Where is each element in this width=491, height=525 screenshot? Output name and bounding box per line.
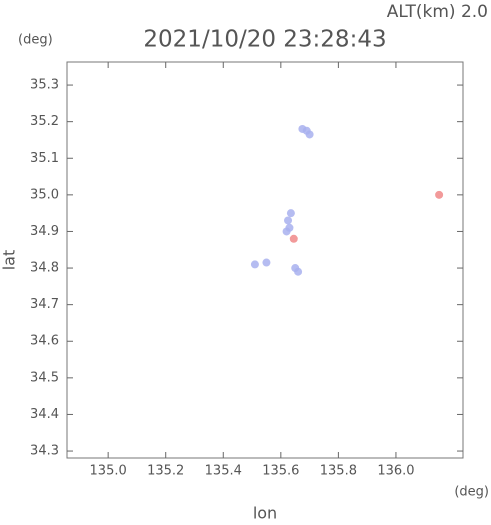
y-tick-label: 34.8 bbox=[30, 261, 59, 276]
y-tick-label: 35.1 bbox=[30, 151, 59, 166]
y-tick-label: 34.5 bbox=[30, 370, 59, 385]
y-tick-label: 34.7 bbox=[30, 297, 59, 312]
y-tick-label: 34.6 bbox=[30, 334, 59, 349]
echo-point bbox=[284, 216, 293, 225]
echo-point bbox=[250, 260, 259, 269]
x-tick-label: 136.0 bbox=[377, 464, 414, 479]
echo-point bbox=[305, 130, 314, 139]
echo-point bbox=[289, 234, 298, 243]
echo-point bbox=[262, 258, 271, 267]
echo-point bbox=[285, 223, 294, 232]
chart-title: 2021/10/20 23:28:43 bbox=[143, 27, 386, 53]
x-tick-label: 135.8 bbox=[320, 464, 357, 479]
y-tick-label: 34.3 bbox=[30, 444, 59, 459]
y-tick-label: 35.0 bbox=[30, 187, 59, 202]
echo-point bbox=[435, 190, 444, 199]
x-tick-label: 135.0 bbox=[90, 464, 127, 479]
x-tick-label: 135.6 bbox=[262, 464, 299, 479]
altitude-label: ALT(km) 2.0 bbox=[387, 2, 488, 22]
y-tick-label: 35.3 bbox=[30, 78, 59, 93]
x-unit: (deg) bbox=[454, 485, 489, 500]
y-axis-label: lat bbox=[0, 250, 19, 271]
y-tick-label: 35.2 bbox=[30, 114, 59, 129]
y-tick-label: 34.4 bbox=[30, 407, 59, 422]
y-unit: (deg) bbox=[18, 33, 53, 48]
x-tick-label: 135.2 bbox=[147, 464, 184, 479]
y-tick-label: 34.9 bbox=[30, 224, 59, 239]
echo-point bbox=[294, 267, 303, 276]
echo-point bbox=[286, 209, 295, 218]
plot-frame bbox=[66, 61, 464, 459]
x-axis-label: lon bbox=[253, 504, 277, 522]
x-tick-label: 135.4 bbox=[205, 464, 242, 479]
